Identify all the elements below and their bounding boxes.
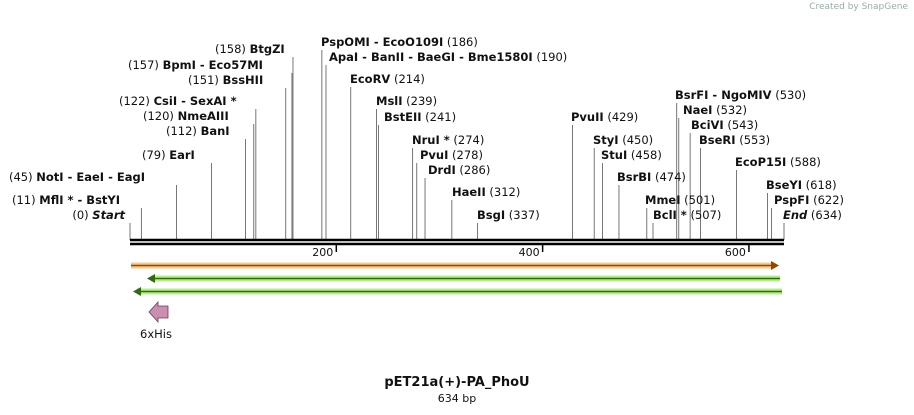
site-label[interactable]: NaeI (532) [683, 103, 747, 117]
site-label[interactable]: DrdI (286) [428, 163, 490, 177]
site-label[interactable]: (122) CsiI - SexAI * [119, 94, 237, 108]
sequence-map: (0) Start(11) MflI * - BstYI (45) NotI - … [9, 35, 844, 341]
site-label[interactable]: (112) BanI [166, 124, 230, 138]
site-label[interactable]: (0) Start [72, 208, 125, 222]
site-label[interactable]: (151) BssHII [188, 73, 263, 87]
site-label[interactable]: BseRI (553) [699, 133, 770, 147]
site-label[interactable]: PspOMI - EcoO109I (186) [321, 35, 478, 49]
site-label[interactable]: StyI (450) [593, 133, 653, 147]
site-label[interactable]: (45) NotI - EaeI - EagI [9, 170, 145, 184]
site-label[interactable]: EcoP15I (588) [735, 155, 821, 169]
site-lines [129, 50, 785, 240]
ruler: 200 400 600 [312, 245, 750, 259]
ruler-tick-label: 600 [725, 246, 746, 259]
his-tag-feature-icon[interactable] [148, 300, 169, 324]
site-label[interactable]: MslI (239) [376, 94, 437, 108]
site-label[interactable]: (120) NmeAIII [143, 109, 229, 123]
snapgene-credit: Created by SnapGene [809, 2, 908, 12]
site-label[interactable]: BseYI (618) [766, 178, 837, 192]
site-label[interactable]: StuI (458) [601, 148, 662, 162]
site-label[interactable]: (11) MflI * - BstYI [12, 193, 120, 207]
site-label[interactable]: BsgI (337) [477, 208, 540, 222]
orange-strand-arrow [131, 261, 779, 270]
green-strand-arrow-2 [133, 287, 782, 296]
site-labels: (0) Start(11) MflI * - BstYI (45) NotI - … [9, 35, 844, 222]
map-length: 634 bp [437, 392, 477, 405]
site-label[interactable]: (157) BpmI - Eco57MI [128, 58, 263, 72]
site-label[interactable]: BsrBI (474) [617, 170, 686, 184]
site-label[interactable]: End (634) [783, 208, 842, 222]
ruler-tick-label: 400 [519, 246, 540, 259]
his-tag-label: 6xHis [140, 327, 172, 341]
map-title: pET21a(+)-PA_PhoU [384, 375, 530, 390]
site-label[interactable]: BclI * (507) [653, 208, 721, 222]
site-label[interactable]: ApaI - BanII - BaeGI - Bme1580I (190) [329, 50, 567, 64]
site-label[interactable]: (79) EarI [142, 148, 195, 162]
site-label[interactable]: MmeI (501) [645, 193, 715, 207]
site-label[interactable]: NruI * (274) [412, 133, 484, 147]
ruler-tick-label: 200 [312, 246, 333, 259]
site-label[interactable]: (158) BtgZI [215, 42, 285, 56]
site-label[interactable]: PvuI (278) [420, 148, 483, 162]
site-label[interactable]: BciVI (543) [691, 118, 758, 132]
site-label[interactable]: BstEII (241) [384, 110, 456, 124]
site-label[interactable]: EcoRV (214) [350, 72, 425, 86]
site-label[interactable]: PvuII (429) [571, 110, 638, 124]
green-strand-arrow-1 [147, 274, 780, 283]
site-label[interactable]: PspFI (622) [774, 193, 844, 207]
site-label[interactable]: HaeII (312) [452, 185, 520, 199]
site-label[interactable]: BsrFI - NgoMIV (530) [675, 88, 806, 102]
